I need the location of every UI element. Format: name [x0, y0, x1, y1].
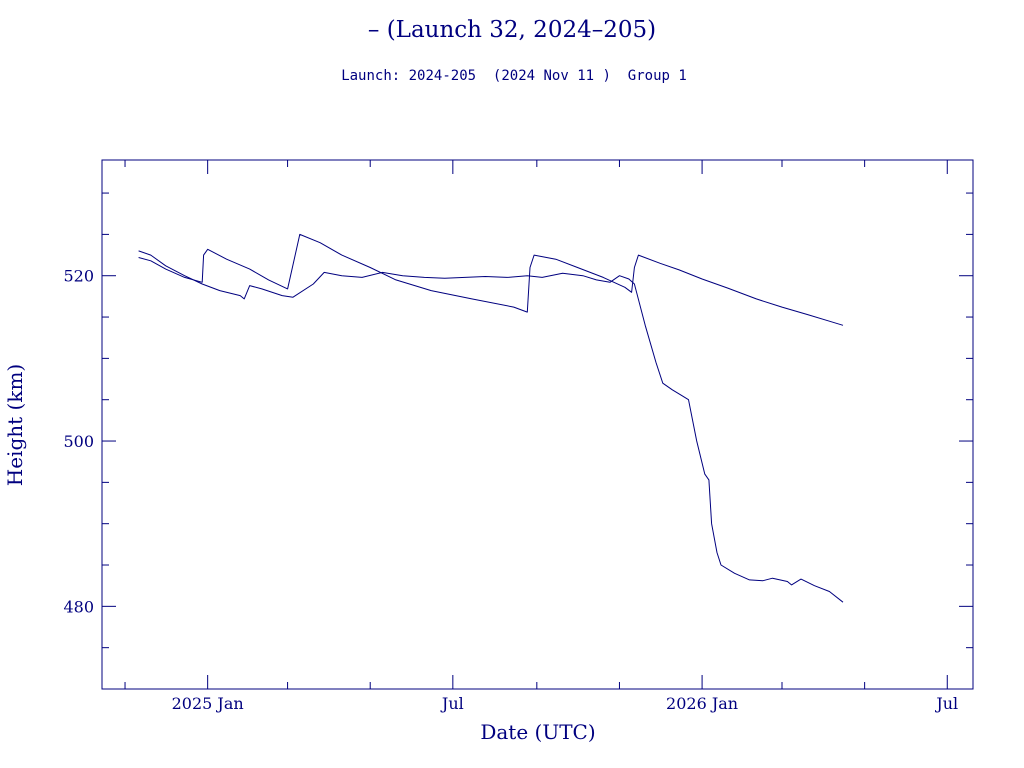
- x-axis-label: Date (UTC): [480, 720, 595, 744]
- x-tick-label: 2026 Jan: [666, 694, 738, 713]
- series-layer: [138, 233, 844, 603]
- x-tick-label: Jul: [934, 694, 958, 713]
- plot-frame: [101, 159, 974, 690]
- x-tick-label: Jul: [440, 694, 464, 713]
- ticks: [102, 160, 973, 689]
- y-tick-label: 520: [63, 267, 94, 286]
- tick-labels: 2025 Jan Jul 2026 Jan Jul 480 500 520: [63, 267, 958, 713]
- chart-subtitle: Launch: 2024-205 (2024 Nov 11 ) Group 1: [341, 68, 687, 84]
- series-line-2: [138, 250, 844, 603]
- y-axis-label: Height (km): [3, 364, 27, 486]
- chart-title: – (Launch 32, 2024–205): [368, 17, 656, 43]
- y-tick-label: 500: [63, 432, 94, 451]
- series-line-1: [138, 233, 844, 326]
- x-tick-label: 2025 Jan: [172, 694, 244, 713]
- y-tick-label: 480: [63, 597, 94, 616]
- axes: [101, 159, 974, 690]
